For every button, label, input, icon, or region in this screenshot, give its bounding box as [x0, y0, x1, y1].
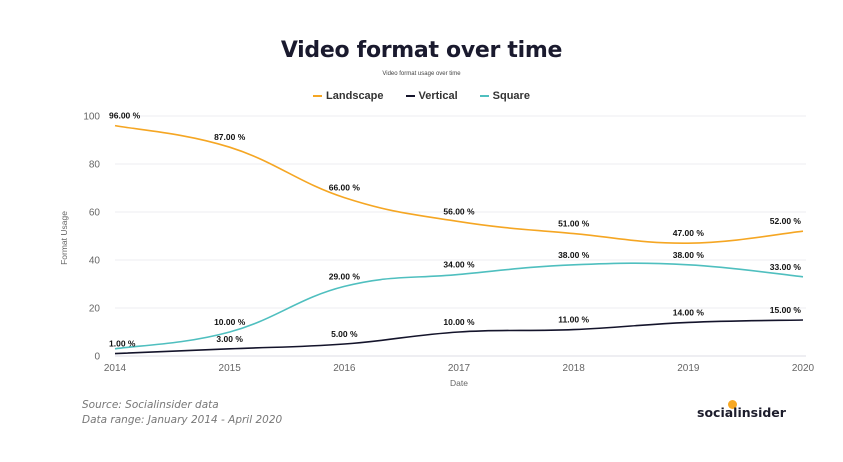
y-tick-label: 40: [89, 256, 101, 267]
source-note: Source: Socialinsider data Data range: J…: [82, 398, 282, 428]
data-label: 33.00 %: [770, 262, 802, 272]
data-label: 29.00 %: [329, 271, 361, 281]
legend-item-landscape[interactable]: Landscape: [313, 90, 384, 102]
data-range-text: Data range: January 2014 - April 2020: [82, 414, 283, 426]
logo-text: socialinsider: [697, 405, 786, 420]
data-label: 96.00 %: [109, 111, 141, 121]
data-label: 34.00 %: [443, 259, 475, 269]
data-label: 3.00 %: [216, 334, 243, 344]
chart-subtitle: Video format usage over time: [382, 71, 461, 77]
data-label: 10.00 %: [214, 317, 246, 327]
data-label: 47.00 %: [673, 228, 705, 238]
series-line-square[interactable]: [114, 262, 804, 350]
data-label: 51.00 %: [558, 219, 590, 229]
data-label: 15.00 %: [770, 305, 802, 315]
series-lines: [114, 124, 804, 355]
legend-label: Landscape: [326, 90, 384, 102]
logo-dot-icon: [728, 400, 737, 409]
x-tick-label: 2014: [104, 363, 127, 374]
legend: Landscape Vertical Square: [0, 90, 843, 102]
legend-label: Square: [492, 90, 530, 102]
y-tick-label: 20: [89, 304, 101, 315]
y-tick-label: 0: [94, 352, 100, 363]
data-label: 56.00 %: [443, 207, 475, 217]
data-label: 5.00 %: [331, 329, 358, 339]
data-label: 87.00 %: [214, 132, 246, 142]
legend-swatch-icon: [313, 95, 323, 97]
data-label: 66.00 %: [329, 183, 361, 193]
legend-item-square[interactable]: Square: [479, 90, 530, 102]
x-tick-label: 2018: [563, 363, 586, 374]
x-tick-label: 2015: [219, 363, 242, 374]
data-label: 11.00 %: [558, 315, 589, 325]
legend-swatch-icon: [405, 95, 415, 97]
y-tick-label: 80: [89, 160, 101, 171]
data-label: 38.00 %: [558, 250, 590, 260]
series-line-landscape[interactable]: [114, 124, 804, 245]
y-tick-label: 60: [89, 208, 101, 219]
chart-title: Video format over time: [280, 38, 563, 63]
source-text: Source: Socialinsider data: [82, 399, 219, 411]
data-label: 10.00 %: [443, 317, 475, 327]
y-tick-label: 100: [83, 112, 100, 123]
legend-label: Vertical: [418, 90, 458, 102]
x-tick-label: 2016: [333, 363, 356, 374]
series-line-vertical[interactable]: [114, 319, 804, 355]
y-axis-label: Format Usage: [59, 211, 69, 265]
data-labels: 96.00 % 87.00 % 66.00 % 56.00 % 51.00 % 47.00…: [109, 111, 801, 349]
y-axis-ticks: 0 20 40 60 80 100: [83, 112, 100, 363]
x-tick-label: 2020: [792, 363, 815, 374]
x-tick-label: 2019: [677, 363, 700, 374]
x-axis-label: Date: [450, 378, 468, 388]
x-tick-label: 2017: [448, 363, 471, 374]
gridlines: [115, 115, 806, 357]
x-axis-ticks: 2014 2015 2016 2017 2018 2019 2020: [104, 363, 815, 374]
data-label: 1.00 %: [109, 339, 136, 349]
data-label: 52.00 %: [770, 216, 802, 226]
legend-swatch-icon: [479, 95, 489, 97]
legend-item-vertical[interactable]: Vertical: [405, 90, 458, 102]
socialinsider-logo: socialinsider: [697, 400, 786, 420]
data-label: 14.00 %: [673, 307, 705, 317]
data-label: 38.00 %: [673, 250, 705, 260]
